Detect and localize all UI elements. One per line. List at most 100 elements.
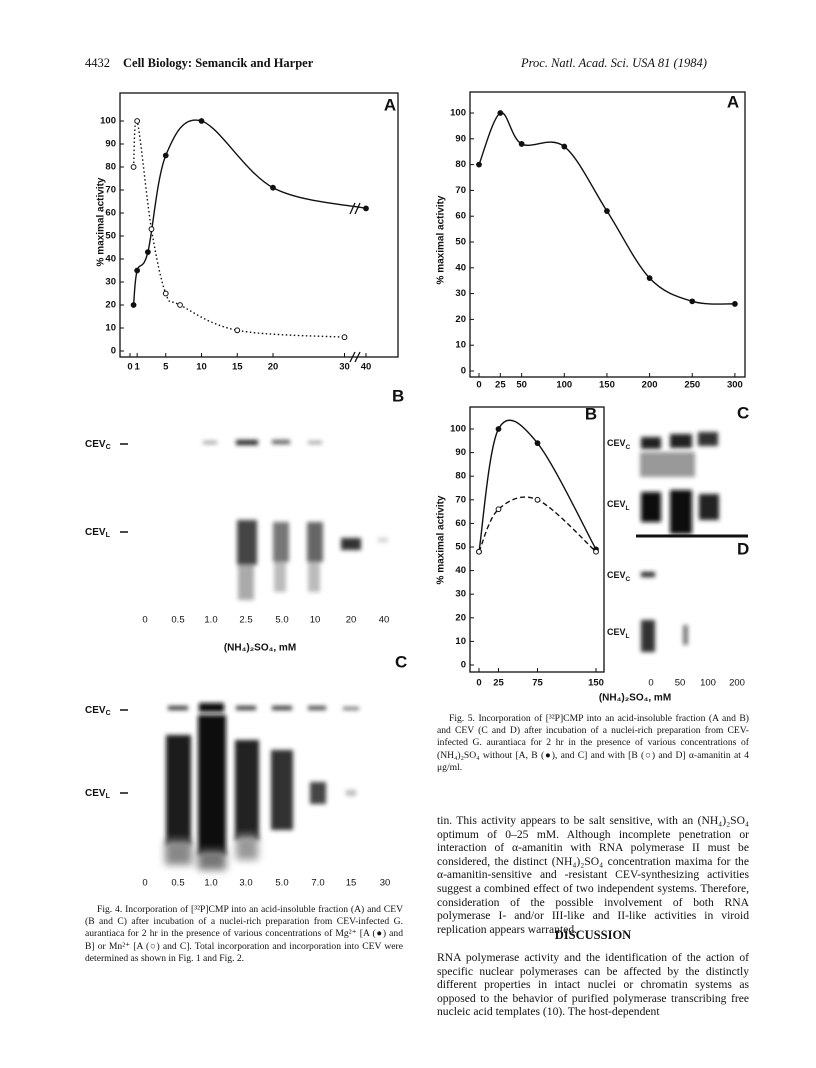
data-point <box>177 302 183 308</box>
x-tick-label: 150 <box>599 380 615 391</box>
panel-letter: C <box>737 403 749 422</box>
y-tick-label: 30 <box>455 288 466 299</box>
data-point <box>134 267 141 274</box>
y-tick-label: 70 <box>455 185 466 196</box>
section-heading: DISCUSSION <box>554 928 632 942</box>
band-label: CEVC <box>607 570 631 582</box>
lane-label: 50 <box>675 678 686 689</box>
figure-caption: Fig. 5. Incorporation of [³²P]CMP into a… <box>437 713 749 773</box>
lane-label: 0.5 <box>171 615 184 626</box>
band-sub: L <box>626 633 630 640</box>
data-point <box>198 118 205 124</box>
y-tick-label: 60 <box>455 211 466 222</box>
data-point <box>363 205 369 212</box>
x-tick-label: 250 <box>684 380 700 391</box>
lane-label: 5.0 <box>275 878 288 889</box>
gel-smear <box>165 835 258 870</box>
band-name: CEV <box>85 705 106 716</box>
y-tick-label: 40 <box>455 262 466 273</box>
lane-label: 1.0 <box>204 878 217 889</box>
lane-label: 40 <box>379 615 390 626</box>
data-point <box>604 208 610 214</box>
data-point <box>534 440 541 447</box>
data-point <box>130 302 137 308</box>
data-point <box>497 110 504 116</box>
lane-label: 5.0 <box>275 615 288 626</box>
panel-letter: C <box>395 652 407 671</box>
data-point <box>732 301 738 307</box>
gel-bands <box>166 703 359 855</box>
band-label: CEVL <box>607 499 630 511</box>
y-tick-label: 10 <box>455 636 466 647</box>
y-tick-label: 20 <box>105 300 116 311</box>
band-name: CEV <box>85 439 106 450</box>
page-number: 4432 <box>85 56 110 70</box>
band-name: CEV <box>607 499 626 509</box>
x-tick-label: 50 <box>516 380 527 391</box>
panel-letter: B <box>585 404 597 423</box>
y-tick-label: 80 <box>455 471 466 482</box>
band-label: CEVC <box>85 705 111 717</box>
lane-label: 7.0 <box>311 878 324 889</box>
series-line <box>132 118 345 338</box>
gel-5d: D CEVC CEVL <box>607 539 749 652</box>
lane-label: 3.0 <box>239 878 252 889</box>
data-point <box>148 226 155 233</box>
y-tick-label: 50 <box>455 542 466 553</box>
y-tick-label: 20 <box>455 314 466 325</box>
series-line <box>478 419 597 552</box>
panel-letter: D <box>737 539 749 558</box>
band-sub: L <box>626 505 630 512</box>
gel-4b: B CEVC CEVL (NH₄)₂SO₄, mM <box>85 386 404 653</box>
x-tick-label: 10 <box>196 362 207 373</box>
series-line <box>132 119 367 306</box>
y-tick-label: 60 <box>455 518 466 529</box>
y-tick-label: 70 <box>455 494 466 505</box>
band-label: CEVL <box>85 527 111 539</box>
data-point <box>162 290 169 297</box>
band-label: CEVC <box>607 438 631 450</box>
lane-label: 15 <box>346 878 357 889</box>
x-tick-label: 40 <box>361 362 372 373</box>
plot-frame <box>469 406 605 673</box>
band-sub: C <box>626 444 631 451</box>
x-tick-label: 25 <box>495 380 506 391</box>
data-point <box>162 152 169 159</box>
y-tick-label: 30 <box>105 277 116 288</box>
gel-4c: C CEVC CEVL <box>85 652 407 870</box>
y-tick-label: 50 <box>105 231 116 242</box>
y-tick-label: 90 <box>105 139 116 150</box>
y-tick-label: 70 <box>105 185 116 196</box>
panel-letter: A <box>727 92 739 111</box>
y-axis-label: % maximal activity <box>96 177 107 266</box>
gel-bands <box>640 432 719 534</box>
panel-letter: A <box>384 95 396 114</box>
x-tick-label: 15 <box>232 362 243 373</box>
band-label: CEVC <box>85 439 111 451</box>
data-point <box>518 141 525 147</box>
y-tick-label: 100 <box>450 108 466 119</box>
x-tick-label: 25 <box>493 678 504 689</box>
panel-letter: B <box>392 386 404 405</box>
data-point <box>593 548 599 555</box>
lane-label: 200 <box>729 678 745 689</box>
x-tick-label: 5 <box>163 362 169 373</box>
data-point <box>144 249 151 256</box>
band-label: CEVL <box>85 788 111 800</box>
y-tick-label: 30 <box>455 589 466 600</box>
band-sub: C <box>106 444 111 451</box>
lane-label: 100 <box>700 678 716 689</box>
charts: A % maximal activity 0 10 20 30 40 50 60 70 80 90 10… <box>96 91 746 704</box>
x-tick-label: 0 <box>476 678 481 689</box>
journal: Proc. Natl. Acad. Sci. USA 81 (1984) <box>521 56 707 70</box>
series-line <box>478 496 597 553</box>
y-axis-label: % maximal activity <box>436 495 447 584</box>
y-tick-label: 60 <box>105 208 116 219</box>
data-point <box>134 118 141 124</box>
x-axis-label: (NH₄)₂SO₄, mM <box>224 643 296 654</box>
x-tick-label: 200 <box>642 380 658 391</box>
band-sub: C <box>106 710 111 717</box>
data-point <box>534 496 541 503</box>
x-tick-label: 20 <box>268 362 279 373</box>
